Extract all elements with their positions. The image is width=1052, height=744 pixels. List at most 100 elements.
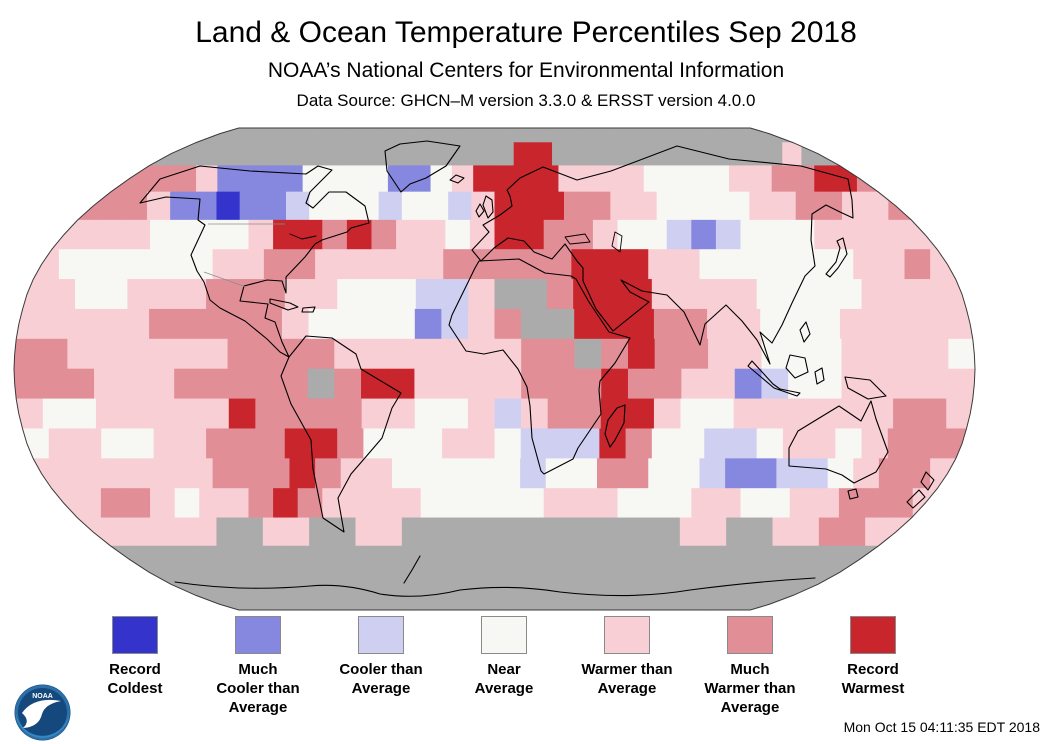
grid-cell (574, 338, 602, 370)
grid-cell (763, 142, 783, 167)
grid-cell (726, 517, 750, 547)
grid-cell (760, 398, 788, 430)
grid-cell (573, 428, 600, 459)
grid-cell (378, 128, 396, 143)
grid-cell (579, 545, 602, 573)
grid-cell (473, 545, 495, 573)
grid-cell (391, 249, 418, 280)
grid-cell (865, 517, 889, 547)
grid-cell (761, 338, 789, 370)
grid-cell (238, 545, 261, 573)
grid-cell (284, 279, 312, 310)
legend-item-record-coldest: Record Coldest (73, 616, 197, 698)
grid-cell (323, 545, 346, 573)
coast-britain (482, 195, 494, 219)
grid-cell (254, 338, 282, 370)
coast-new-guinea (844, 376, 887, 400)
grid-cell (904, 458, 931, 489)
grid-cell (420, 219, 446, 250)
grid-cell (647, 142, 668, 167)
grid-cell (223, 488, 249, 519)
grid-cell (232, 279, 259, 310)
grid-cell (772, 517, 797, 547)
grid-cell (345, 595, 363, 610)
grid-cell (729, 545, 751, 573)
grid-cell (58, 249, 85, 280)
grid-cell (665, 165, 687, 193)
caspian-sea (611, 231, 623, 253)
grid-cell (322, 488, 348, 519)
grid-cell (842, 191, 866, 221)
grid-cell (564, 517, 588, 547)
legend-label-record-warmest: Record Warmest (841, 661, 905, 697)
legend-item-cooler: Cooler than Average (319, 616, 443, 698)
grid-cell (361, 398, 389, 430)
grid-cell (627, 308, 655, 340)
grid-cell (617, 488, 643, 519)
grid-cell (238, 458, 265, 489)
grid-cell (610, 517, 634, 547)
grid-cell (517, 191, 542, 221)
grid-cell (84, 458, 111, 489)
grid-cell (262, 128, 280, 143)
grid-cell (763, 571, 783, 596)
grid-cell (676, 595, 694, 610)
grid-cell (820, 571, 841, 596)
grid-cell (444, 595, 462, 610)
grid-cell (196, 165, 218, 193)
grid-cell (334, 368, 362, 400)
grid-cell (127, 279, 154, 310)
grid-cell (227, 368, 255, 400)
grid-cell (558, 165, 581, 193)
grid-cell (839, 398, 867, 430)
grid-cell (345, 165, 367, 193)
grid-cell (835, 428, 862, 459)
grid-cell (153, 428, 181, 459)
grid-cell (467, 308, 495, 340)
coast-south-america (280, 335, 402, 533)
grid-cell (199, 219, 225, 250)
grid-cell (592, 219, 618, 250)
grid-cell (734, 338, 762, 370)
grid-cell (387, 368, 415, 400)
grid-cell (761, 368, 789, 400)
grid-cell (388, 308, 416, 340)
grid-cell (511, 595, 529, 610)
grid-cell (667, 571, 687, 596)
grid-cell (245, 128, 263, 143)
grid-cell (58, 458, 85, 489)
grid-cell (647, 571, 668, 596)
grid-cell (610, 128, 628, 143)
grid-cell (461, 595, 479, 610)
grid-cell (841, 338, 869, 370)
grid-cell (430, 165, 453, 193)
grid-cell (309, 191, 333, 221)
grid-cell (14, 338, 42, 370)
grid-cell (642, 219, 668, 250)
grid-cell (216, 517, 240, 547)
grid-cell (813, 308, 841, 340)
grid-cell (841, 368, 869, 400)
grid-cell (789, 488, 815, 519)
coast-sumatra-java (747, 360, 801, 397)
grid-cell (771, 545, 794, 573)
grid-cell (477, 595, 495, 610)
grid-cell (471, 517, 495, 547)
grid-cell (681, 368, 709, 400)
grid-cell (681, 338, 709, 370)
legend-item-much-warmer: Much Warmer than Average (688, 616, 812, 717)
grid-cell (861, 428, 889, 459)
grid-cell (443, 458, 470, 489)
grid-cell (321, 142, 342, 167)
data-source-line: Data Source: GHCN–M version 3.3.0 & ERSS… (296, 91, 756, 110)
grid-cell (597, 458, 623, 489)
legend-swatch-cooler (358, 616, 404, 654)
grid-cell (206, 279, 233, 310)
grid-cell (289, 249, 316, 280)
grid-cell (707, 308, 734, 340)
grid-cell (468, 279, 495, 310)
grid-cell (587, 517, 611, 547)
grid-cell (726, 191, 750, 221)
grid-cell (308, 398, 336, 430)
grid-cell (461, 128, 479, 143)
